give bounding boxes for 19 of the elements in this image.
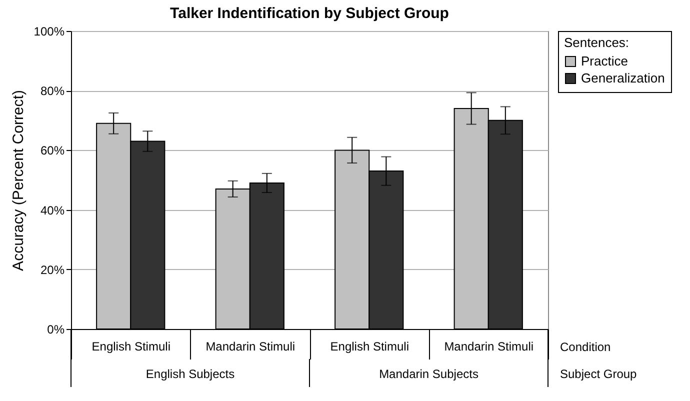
- x-tick-label: Mandarin Stimuli: [206, 340, 296, 354]
- chart-title: Talker Indentification by Subject Group: [170, 5, 449, 22]
- y-tick-label: 20%: [40, 262, 65, 277]
- x-tick-label: Mandarin Stimuli: [444, 340, 534, 354]
- y-tick-label: 0%: [47, 322, 65, 336]
- y-tick-label: 80%: [40, 84, 65, 98]
- y-tick-label: 60%: [40, 144, 65, 158]
- text: English Subjects: [146, 367, 235, 381]
- text: Condition: [560, 340, 611, 354]
- x-tick-label: English Stimuli: [330, 340, 409, 354]
- legend-label: Generalization: [581, 70, 665, 86]
- legend-label: Practice: [581, 54, 628, 68]
- y-axis-title: Accuracy (Percent Correct): [10, 90, 27, 271]
- text: Subject Group: [560, 367, 638, 381]
- text: Mandarin Subjects: [379, 367, 478, 381]
- x-tick-label: English Stimuli: [92, 340, 170, 354]
- y-tick-label: 40%: [40, 203, 65, 218]
- legend-title: Sentences:: [564, 35, 630, 50]
- y-tick-label: 100%: [34, 24, 65, 38]
